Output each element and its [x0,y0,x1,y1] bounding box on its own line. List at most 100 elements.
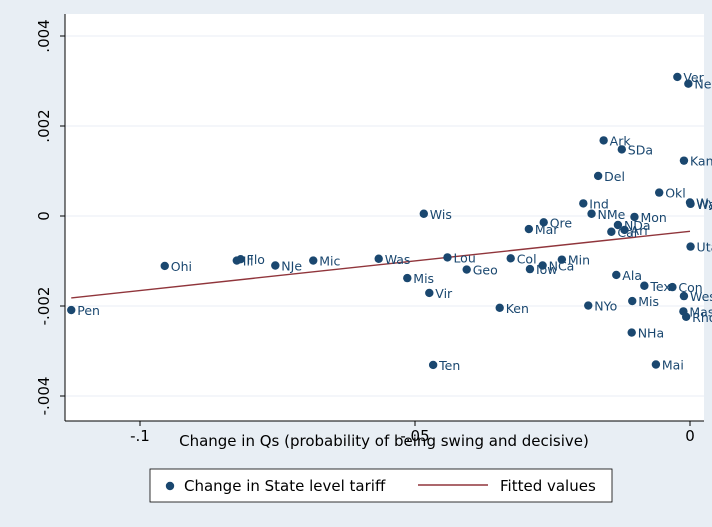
data-point [557,255,567,264]
point-label: Wis [430,207,452,222]
data-point [620,225,629,235]
data-point [495,303,504,312]
data-point [673,72,682,82]
point-label: Vir [435,286,453,301]
point-label: Was [697,197,712,212]
data-point [425,288,434,298]
point-label: NHa [638,326,664,341]
data-point [579,199,588,208]
data-point [506,254,515,263]
point-label: SDa [628,142,653,157]
y-tick-label: 0 [35,211,53,221]
point-label: Mai [662,358,684,373]
point-label: Rho [692,310,712,325]
data-point [538,261,547,270]
point-label: NDa [624,218,651,233]
point-label: Ark [610,133,632,148]
x-tick-label: -.05 [400,427,429,445]
point-label: Del [604,169,625,184]
legend-label-points: Change in State level tariff [184,477,386,495]
data-point [599,136,608,145]
data-point [613,220,623,230]
y-tick-label: .004 [35,19,53,52]
gridlines [65,35,704,397]
data-point [655,188,664,197]
point-label: NMe [598,207,626,222]
data-point [462,265,471,274]
point-label: Tex [649,279,670,294]
data-point [668,282,677,292]
point-label: Geo [473,263,498,278]
point-label: Mis [638,294,659,309]
data-point [679,156,689,165]
point-label: Ind [589,196,609,211]
data-point [428,360,438,370]
point-label: Cal [617,225,637,240]
data-point [403,273,412,283]
legend: Change in State level tariff Fitted valu… [149,468,613,503]
data-point [419,209,428,218]
data-point [374,254,383,263]
point-label: Ala [622,268,642,283]
point-label: Okl [665,186,686,201]
legend-label-fit: Fitted values [500,477,596,495]
point-label: Con [678,280,702,295]
data-point [651,360,661,369]
x-tick-label: 0 [685,427,695,445]
point-label: Uta [697,240,712,255]
data-point [686,199,695,209]
data-point [593,171,603,181]
data-point [681,312,691,321]
point-label: Ill [243,254,254,269]
point-label: Ken [506,301,529,316]
data-point [630,212,639,222]
axes: -.004 -.002 0 .002 .004 -.1 -.05 0 [35,14,704,445]
data-point [232,256,241,265]
point-label: Min [568,253,590,268]
point-label: Mon [640,210,666,225]
point-label: Kan [690,154,712,169]
point-label: Ohi [171,259,192,274]
data-point [607,227,616,236]
point-label: Mas [689,304,712,319]
data-point [539,218,548,227]
point-label: NCa [549,259,575,274]
data-point [679,291,689,301]
point-label: Was [385,252,411,267]
legend-marker-points [165,481,175,491]
y-tick-label: -.004 [35,377,53,416]
plot-area [65,14,704,421]
point-label: Mic [319,254,340,269]
data-point [525,264,535,274]
point-label: Neb [694,77,712,92]
data-point [627,328,636,337]
data-point [524,224,534,234]
point-label: Wyo [696,196,712,211]
point-label: Ten [438,358,460,373]
point-label: Flo [247,252,265,267]
fitted-line-group [71,230,691,299]
point-label: Ari [631,223,648,238]
point-label: Col [517,251,537,266]
data-point [160,261,169,271]
data-point [584,301,593,310]
data-point [587,209,596,218]
point-label: Pen [77,303,100,318]
y-tick-label: .002 [35,109,53,142]
point-label: Wes [690,289,712,304]
data-point [628,296,637,306]
data-point [686,242,695,251]
x-tick-label: -.1 [130,427,150,445]
data-point [443,253,452,262]
data-point [612,270,621,280]
data-point [684,79,693,88]
data-point [640,281,649,290]
point-label: Ore [550,215,573,230]
point-label: Lou [453,250,475,265]
point-label: Mar [535,222,559,237]
point-label: NYo [594,299,617,314]
data-point [67,305,76,315]
data-point [271,261,280,270]
